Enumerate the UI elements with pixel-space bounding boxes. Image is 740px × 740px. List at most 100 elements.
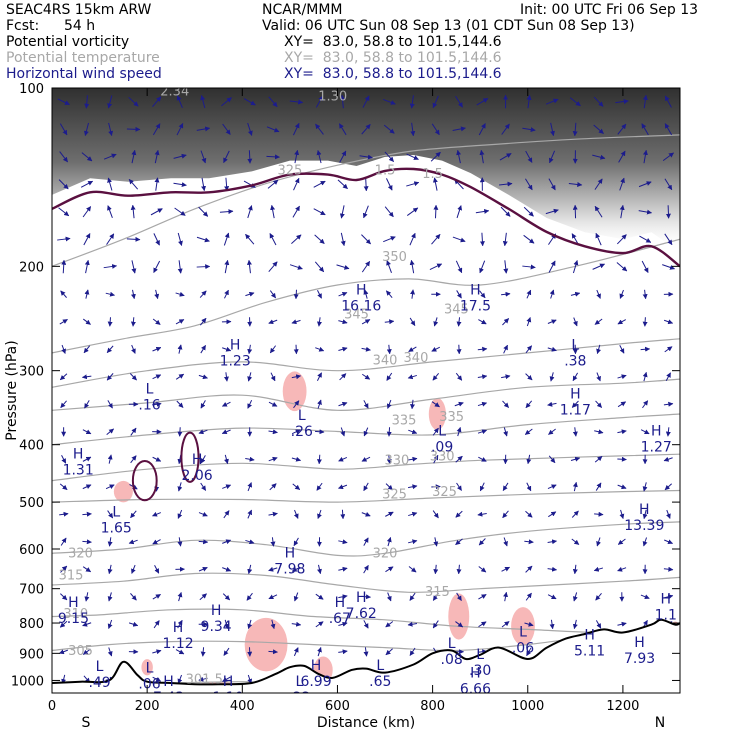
extremum-letter: H [230, 337, 241, 353]
wind-vector [641, 260, 649, 273]
extremum-value: .65 [369, 674, 391, 690]
wind-vector [243, 180, 256, 188]
extremum-letter: L [376, 658, 384, 674]
wind-vector [152, 96, 162, 108]
wind-vector [503, 427, 508, 437]
wind-vector [502, 510, 509, 519]
wind-vector [479, 149, 485, 164]
wind-vector [293, 509, 299, 519]
extremum-letter: H [173, 620, 184, 636]
wind-vector [59, 318, 68, 325]
wind-vector [338, 319, 348, 325]
wind-vector [61, 259, 67, 274]
wind-vector [432, 177, 438, 191]
wind-vector [638, 209, 653, 215]
wind-vector [221, 401, 231, 407]
y-tick-label: 900 [19, 647, 44, 662]
isentrope-label: 325 [432, 485, 457, 500]
isentrope-330 [52, 413, 680, 446]
wind-vector [175, 649, 185, 655]
wind-vector [317, 564, 322, 575]
wind-vector [107, 454, 113, 464]
wind-vector [152, 346, 162, 352]
wind-vector [338, 621, 348, 627]
wind-vector [293, 647, 299, 657]
wind-vector [386, 454, 392, 465]
wind-vector [130, 317, 136, 327]
wind-vector [223, 647, 230, 656]
wind-vector [479, 290, 486, 299]
isentrope-label: 305 [68, 644, 93, 659]
isentrope-label: 301.5 [186, 673, 223, 688]
wind-vector [571, 538, 580, 545]
wind-vector [596, 372, 601, 382]
isentrope-label: 325 [277, 164, 302, 179]
wind-vector [361, 234, 371, 245]
wind-vector [316, 372, 322, 381]
wind-vector [432, 592, 439, 601]
extremum-value: 1.17 [560, 403, 591, 419]
wind-vector [266, 126, 280, 133]
wind-vector [617, 319, 627, 325]
wind-vector [337, 179, 348, 190]
wind-vector [408, 346, 417, 352]
wind-vector [477, 346, 488, 352]
wind-vector [338, 401, 348, 407]
wind-vector [153, 260, 161, 273]
wind-vector [433, 317, 439, 327]
wind-vector [433, 454, 439, 464]
wind-vector [641, 123, 649, 136]
wind-vector [196, 236, 210, 243]
extremum-value: 6.66 [460, 682, 491, 698]
extremum-letter: H [634, 635, 645, 651]
wind-vector [247, 674, 253, 684]
wind-vector [617, 429, 627, 435]
wind-vector [177, 674, 183, 684]
wind-vector [82, 539, 92, 545]
extremum-letter: H [470, 282, 481, 298]
y-tick-label: 300 [19, 365, 44, 380]
wind-vector [619, 204, 625, 219]
wind-vector [596, 289, 601, 299]
negative-pv-patch [511, 607, 535, 646]
wind-vector [317, 399, 322, 409]
extremum-value: 2.06 [182, 468, 213, 484]
isentrope-325 [52, 453, 680, 482]
wind-vector [503, 537, 508, 547]
wind-vector [361, 594, 371, 600]
wind-vector [503, 344, 508, 354]
wind-vector [339, 373, 347, 381]
wind-vector [177, 619, 183, 629]
wind-vector [501, 621, 510, 628]
wind-vector [526, 482, 532, 492]
wind-vector [409, 592, 416, 601]
wind-vector [363, 289, 369, 299]
wind-vector [105, 484, 115, 490]
wind-vector [572, 592, 578, 602]
wind-vector [568, 181, 583, 187]
wind-vector [58, 179, 69, 190]
extremum-value: 5.11 [574, 644, 605, 660]
extremum-letter: L [519, 625, 527, 641]
wind-vector [173, 153, 187, 159]
wind-vector [339, 150, 347, 163]
extremum-letter: L [298, 408, 306, 424]
wind-vector [617, 566, 627, 572]
wind-vector [293, 400, 300, 409]
wind-vector [386, 372, 393, 381]
y-tick-label: 400 [19, 439, 44, 454]
isentrope-label: 330 [385, 453, 410, 468]
wind-vector [595, 232, 602, 246]
extremum-letter: H [660, 592, 671, 608]
x-tick-label: 0 [48, 699, 56, 714]
wind-vector [199, 317, 207, 326]
wind-vector [107, 177, 113, 191]
wind-vector [269, 345, 277, 354]
wind-vector [548, 455, 556, 464]
wind-vector [153, 233, 160, 246]
wind-vector [222, 346, 232, 352]
isentrope-label: 1.5 [375, 164, 396, 179]
wind-vector [386, 592, 392, 602]
wind-vector [131, 260, 137, 274]
wind-vector [664, 178, 673, 191]
